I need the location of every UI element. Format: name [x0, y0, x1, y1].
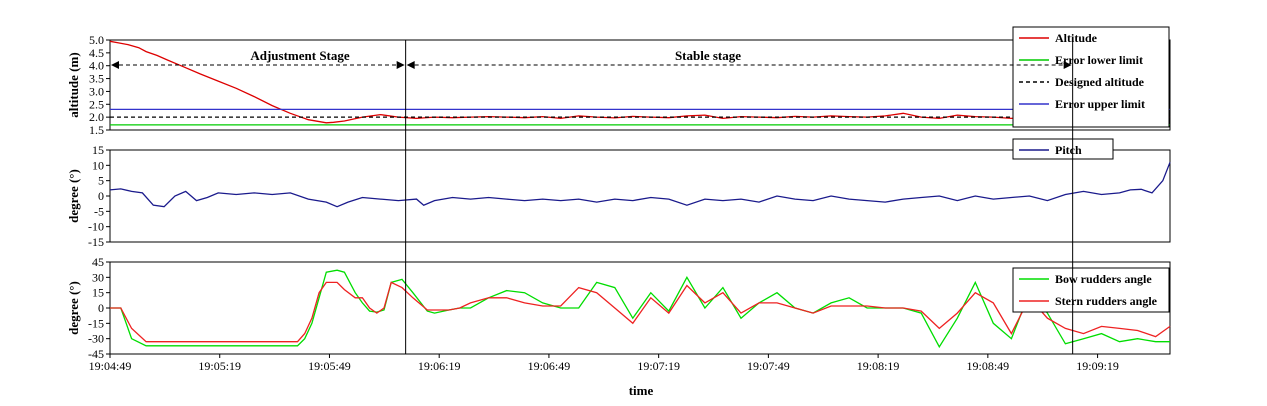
plot-frame — [109, 149, 1171, 243]
y-tick-label: -15 — [88, 316, 104, 330]
legend-label: Error upper limit — [1055, 97, 1145, 111]
y-tick-label: 4.5 — [89, 46, 104, 60]
arrow-head-right — [396, 61, 405, 69]
y-tick-label: 45 — [92, 255, 104, 269]
y-tick-label: -5 — [94, 204, 104, 218]
y-tick-label: -15 — [88, 235, 104, 249]
y-tick-label: 1.5 — [89, 123, 104, 137]
y-axis-label: degree (°) — [66, 281, 81, 335]
y-tick-label: 2.0 — [89, 110, 104, 124]
y-tick-label: 2.5 — [89, 97, 104, 111]
legend-box — [1012, 26, 1170, 128]
legend-box — [1012, 138, 1114, 160]
x-tick-label: 19:05:49 — [308, 359, 351, 373]
y-tick-label: 30 — [92, 270, 104, 284]
x-tick-label: 19:07:49 — [747, 359, 790, 373]
stage-annotations: Adjustment Stage Stable stage — [111, 40, 1074, 354]
x-tick-label: 19:04:49 — [89, 359, 132, 373]
series-line — [110, 281, 1171, 343]
arrow-head-left — [406, 61, 415, 69]
x-tick-label: 19:06:19 — [418, 359, 461, 373]
y-tick-label: 3.0 — [89, 84, 104, 98]
y-tick-label: 0 — [98, 189, 104, 203]
legend-label: Designed altitude — [1055, 75, 1145, 89]
x-tick-label: 19:08:49 — [967, 359, 1010, 373]
y-tick-label: -10 — [88, 220, 104, 234]
arrow-head-right — [1063, 61, 1072, 69]
legend-label: Stern rudders angle — [1055, 294, 1158, 308]
x-tick-label: 19:06:49 — [528, 359, 571, 373]
y-tick-label: 3.5 — [89, 72, 104, 86]
y-tick-label: -30 — [88, 332, 104, 346]
x-tick-label: 19:07:19 — [637, 359, 680, 373]
legend-label: Bow rudders angle — [1055, 272, 1152, 286]
x-axis-label: time — [629, 383, 654, 398]
y-tick-label: 4.0 — [89, 59, 104, 73]
y-tick-label: 0 — [98, 301, 104, 315]
x-tick-label: 19:09:19 — [1076, 359, 1119, 373]
legend-label: Pitch — [1055, 143, 1082, 157]
legend-label: Altitude — [1055, 31, 1098, 45]
stage-label-adjustment: Adjustment Stage — [250, 48, 350, 63]
y-axis-label: altitude (m) — [66, 52, 81, 117]
y-tick-label: 10 — [92, 158, 104, 172]
altitude-panel: 5.04.54.03.53.02.52.01.5 altitude (m) Alti… — [66, 26, 1171, 137]
stage-label-stable: Stable stage — [675, 48, 741, 63]
y-tick-label: 5.0 — [89, 33, 104, 47]
x-tick-label: 19:08:19 — [857, 359, 900, 373]
y-axis-label: degree (°) — [66, 169, 81, 223]
plot-frame — [109, 39, 1171, 131]
series-line — [109, 162, 1171, 208]
y-tick-label: -45 — [88, 347, 104, 361]
series-line — [109, 40, 1171, 124]
series-line — [110, 269, 1170, 349]
y-tick-label: 5 — [98, 174, 104, 188]
y-tick-label: 15 — [92, 143, 104, 157]
y-tick-label: 15 — [92, 286, 104, 300]
arrow-head-left — [111, 61, 119, 69]
legend-label: Error lower limit — [1055, 53, 1143, 67]
x-tick-label: 19:05:19 — [198, 359, 241, 373]
legend-box — [1012, 267, 1170, 313]
